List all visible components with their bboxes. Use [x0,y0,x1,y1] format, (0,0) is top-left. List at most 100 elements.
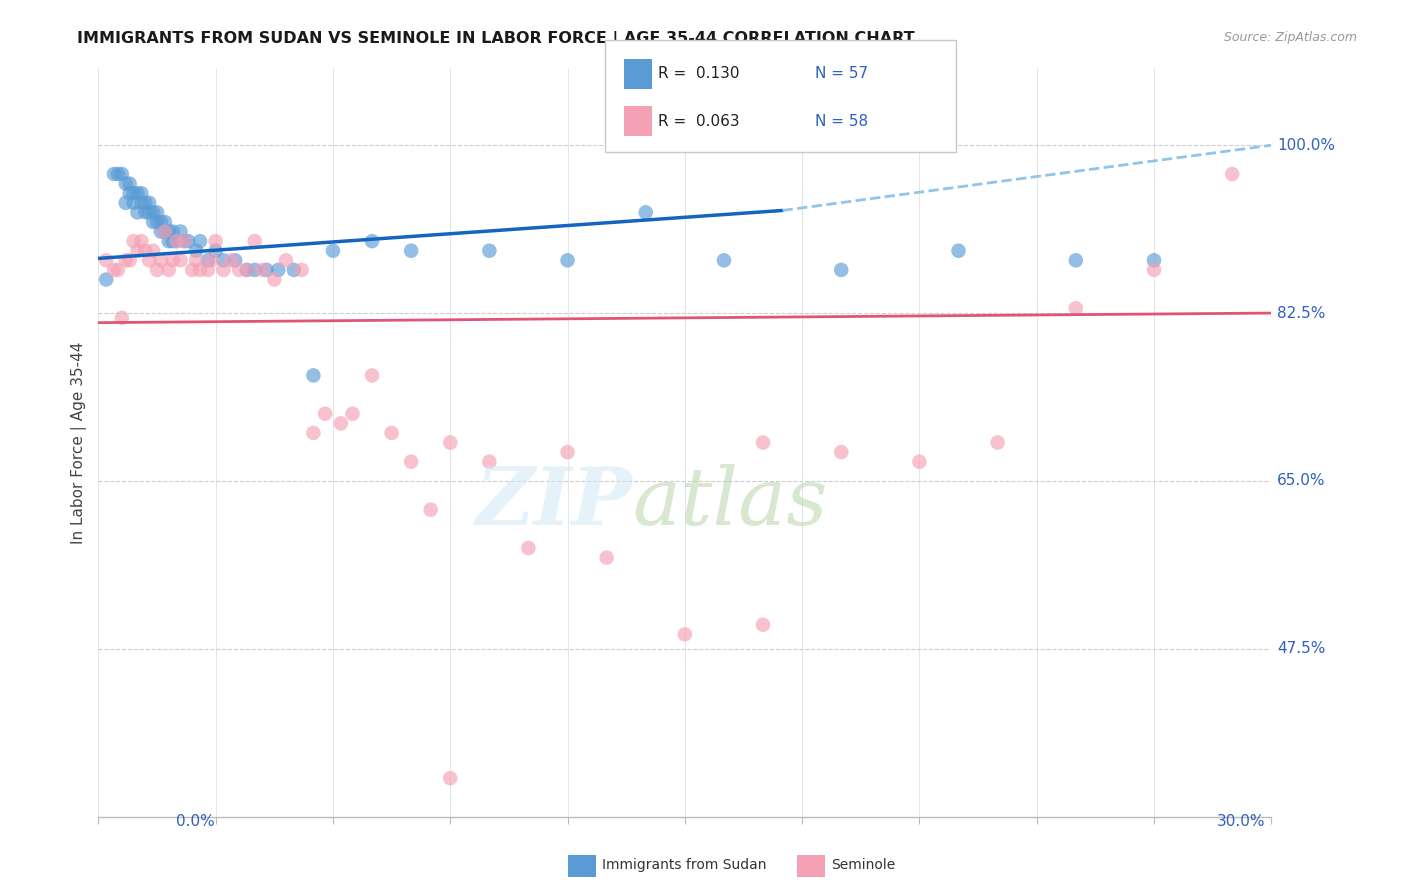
Point [118,186,141,201]
Point [134,195,156,210]
Point [157,234,180,248]
Text: 100.0%: 100.0% [1277,137,1336,153]
Point [204,234,226,248]
Point [146,263,169,277]
Point [439,771,461,785]
Point [114,253,136,268]
Text: ZIP: ZIP [475,464,633,541]
Point [173,234,195,248]
Point [169,253,191,268]
Point [595,550,617,565]
Point [243,234,266,248]
Point [146,215,169,229]
Point [122,195,145,210]
Point [96,253,118,268]
Text: Source: ZipAtlas.com: Source: ZipAtlas.com [1223,31,1357,45]
Point [1064,301,1087,316]
Point [1064,253,1087,268]
Point [224,253,246,268]
Point [361,368,384,383]
Point [149,215,172,229]
Point [439,435,461,450]
Text: 47.5%: 47.5% [1277,641,1326,657]
Point [142,205,165,219]
Point [142,244,165,258]
Point [188,234,211,248]
Point [302,425,325,440]
Point [478,455,501,469]
Point [314,407,336,421]
Text: R =  0.063: R = 0.063 [658,113,740,128]
Point [177,234,200,248]
Point [127,205,149,219]
Point [169,225,191,239]
Text: Immigrants from Sudan: Immigrants from Sudan [602,858,766,872]
Point [153,215,176,229]
Text: atlas: atlas [633,464,827,541]
Text: N = 58: N = 58 [815,113,869,128]
Point [752,435,775,450]
Point [267,263,290,277]
Point [381,425,404,440]
Point [162,225,184,239]
Point [118,253,141,268]
Point [1143,263,1166,277]
Point [127,186,149,201]
Text: 82.5%: 82.5% [1277,306,1326,320]
Point [146,205,169,219]
Point [987,435,1010,450]
Point [291,263,314,277]
Point [138,253,160,268]
Point [157,225,180,239]
Point [1220,167,1243,181]
Point [399,244,422,258]
Point [673,627,696,641]
Point [1143,253,1166,268]
Point [131,234,153,248]
Point [122,186,145,201]
Point [138,195,160,210]
Point [134,244,156,258]
Text: IMMIGRANTS FROM SUDAN VS SEMINOLE IN LABOR FORCE | AGE 35-44 CORRELATION CHART: IMMIGRANTS FROM SUDAN VS SEMINOLE IN LAB… [77,31,915,47]
Point [830,263,852,277]
Point [329,417,352,431]
Point [111,167,134,181]
Point [478,244,501,258]
Point [103,263,125,277]
Point [228,263,250,277]
Point [173,234,195,248]
Point [302,368,325,383]
Point [197,253,219,268]
Point [107,167,129,181]
Point [184,253,207,268]
Point [111,310,134,325]
Point [166,234,188,248]
Point [361,234,384,248]
Point [204,244,226,258]
Point [830,445,852,459]
Point [419,502,441,516]
Point [263,272,285,286]
Point [557,253,579,268]
Point [283,263,305,277]
Point [122,234,145,248]
Point [184,244,207,258]
Point [274,253,297,268]
Point [181,263,204,277]
Point [114,195,136,210]
Point [166,234,188,248]
Point [236,263,259,277]
Point [138,205,160,219]
Point [517,541,540,555]
Point [142,215,165,229]
Y-axis label: In Labor Force | Age 35-44: In Labor Force | Age 35-44 [72,342,87,544]
Point [131,195,153,210]
Point [103,167,125,181]
Point [243,263,266,277]
Point [127,244,149,258]
Text: N = 57: N = 57 [815,66,869,81]
Point [131,186,153,201]
Point [342,407,364,421]
Point [219,253,242,268]
Point [162,253,184,268]
